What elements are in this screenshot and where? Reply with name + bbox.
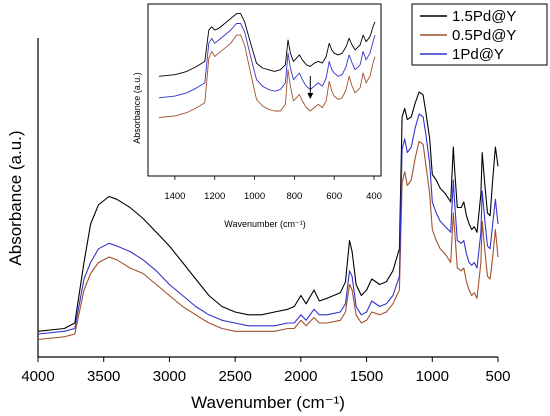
inset-x-tick-label: 1000 [244,191,265,202]
main-x-tick-label: 500 [485,368,510,385]
main-x-tick-label: 1000 [416,368,449,385]
main-x-tick-label: 3500 [87,368,120,385]
main-y-axis-title: Absorbance (a.u.) [6,130,25,265]
inset-x-axis-title: Wavenumber (cm⁻¹) [224,219,305,229]
inset-x-tick-label: 1200 [204,191,225,202]
inset-arrow-head-icon [307,93,314,99]
inset-series-line-0-5pd-y [158,34,376,118]
inset-series-line-1-5pd-y [158,13,376,77]
inset-frame [147,3,382,177]
main-x-tick-label: 3000 [153,368,186,385]
main-x-tick-label: 2000 [284,368,317,385]
inset-x-tick-label: 800 [286,191,302,202]
main-series-line-1-5pd-y [37,91,499,332]
main-series-line-0-5pd-y [37,140,499,341]
main-x-tick-label: 2500 [218,368,251,385]
legend-label-0-5pd-y: 0.5Pd@Y [452,27,516,44]
legend-label-1-5pd-y: 1.5Pd@Y [452,8,516,25]
inset-series-line-1pd-y [158,23,376,99]
main-x-axis-title: Wavenumber (cm⁻¹) [191,393,345,412]
inset-x-tick-label: 1400 [164,191,185,202]
main-x-tick-label: 1500 [350,368,383,385]
inset-x-tick-label: 600 [326,191,342,202]
legend-label-1pd-y: 1Pd@Y [452,46,504,63]
inset-y-axis-title: Absorbance (a.u.) [132,72,142,144]
main-x-tick-label: 4000 [21,368,54,385]
inset-x-tick-label: 400 [366,191,382,202]
main-series-line-1pd-y [37,113,499,335]
